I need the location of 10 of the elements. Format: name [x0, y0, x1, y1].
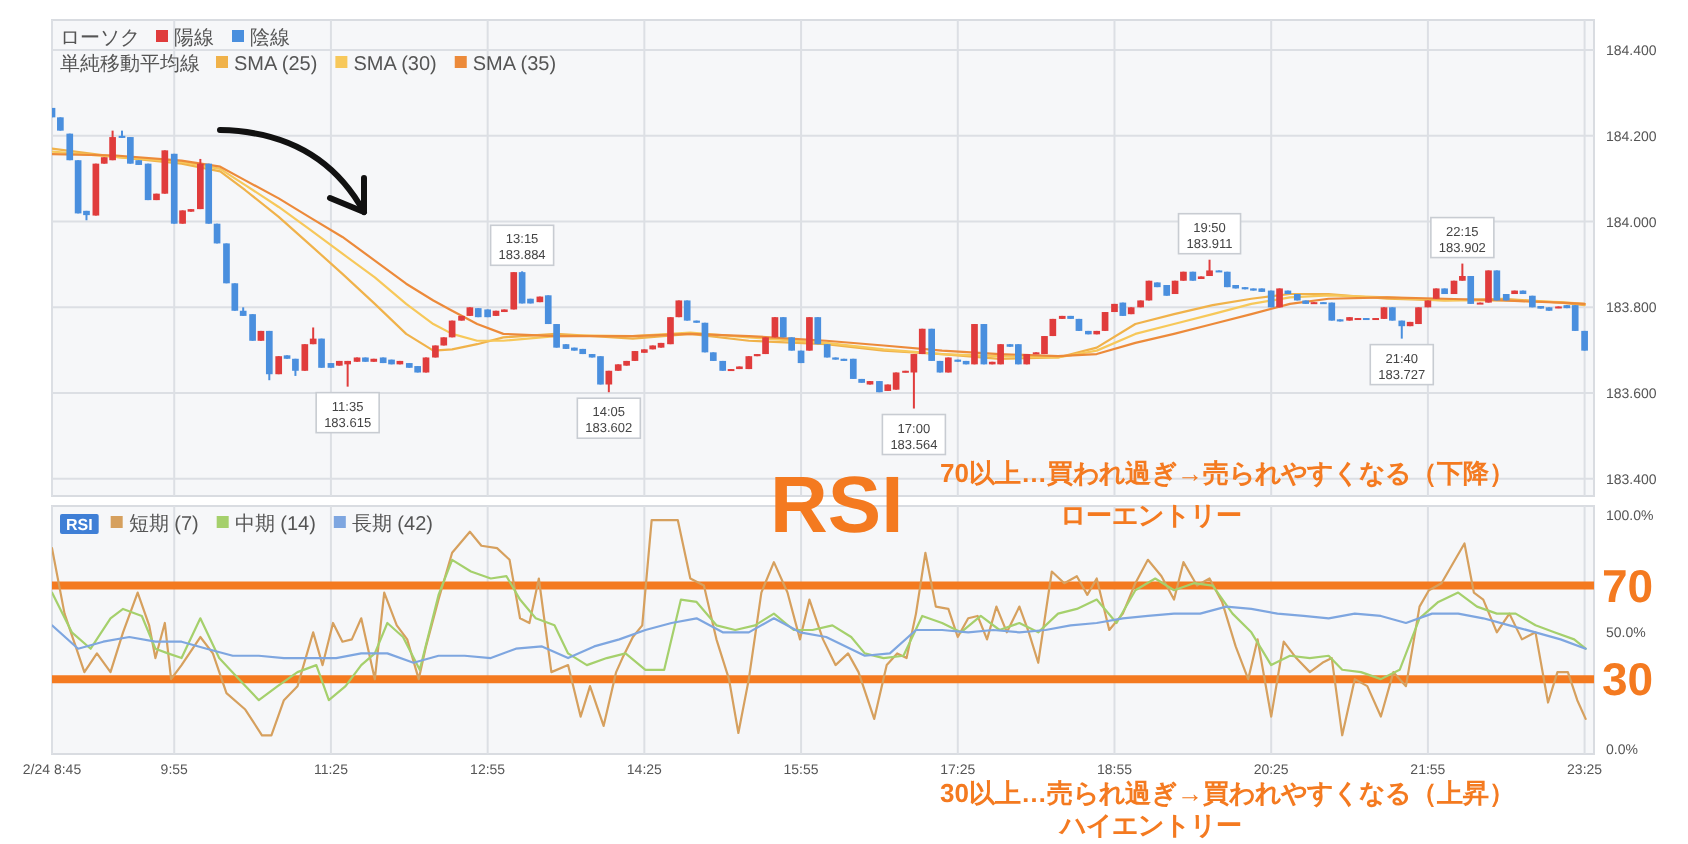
ref-line-label: 70	[1602, 559, 1654, 612]
legend-title: RSI	[66, 516, 93, 534]
text: 30以上…売られ過ぎ→買われやすくなる（上昇）	[940, 778, 1515, 808]
legend-label: 短期 (7)	[128, 512, 199, 536]
text: ハイエントリー	[1058, 810, 1242, 840]
annotation: RSI	[770, 462, 904, 550]
legend-label: 中期 (14)	[234, 512, 316, 536]
ref-line-label: 30	[1602, 653, 1654, 706]
legend-label: 長期 (42)	[351, 512, 433, 536]
annotation: ローエントリー	[1060, 500, 1242, 530]
